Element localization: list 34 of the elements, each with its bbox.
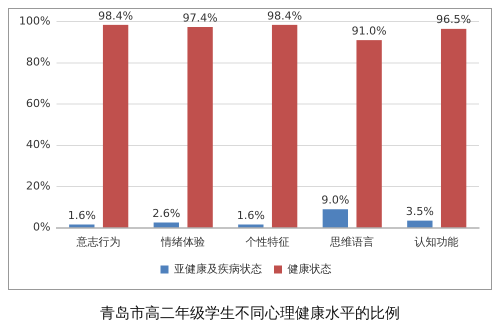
data-label: 96.5%	[436, 13, 472, 26]
x-tick-label: 思维语言	[329, 235, 374, 248]
y-tick-label: 0%	[32, 220, 50, 234]
data-label: 2.6%	[152, 206, 180, 220]
legend-label: 亚健康及疾病状态	[174, 262, 262, 276]
bar	[102, 24, 128, 228]
bar	[238, 224, 264, 228]
data-label: 1.6%	[68, 208, 96, 222]
data-label: 98.4%	[98, 9, 134, 22]
bar	[69, 224, 94, 228]
bar	[272, 24, 298, 228]
data-label: 1.6%	[236, 208, 265, 222]
legend-label: 健康状态	[288, 262, 332, 276]
x-tick-label: 认知功能	[414, 235, 459, 248]
y-tick-label: 40%	[26, 138, 50, 152]
x-tick-label: 个性特征	[246, 235, 290, 248]
y-tick-label: 100%	[18, 14, 50, 28]
bar	[154, 222, 179, 228]
y-tick-label: 80%	[26, 56, 50, 69]
data-label: 3.5%	[406, 204, 434, 218]
data-label: 97.4%	[182, 11, 218, 24]
y-tick-label: 20%	[26, 179, 50, 192]
bar	[187, 26, 213, 228]
data-label: 98.4%	[267, 9, 302, 22]
data-label: 9.0%	[321, 194, 350, 207]
data-label: 91.0%	[352, 24, 387, 38]
bar	[440, 28, 466, 228]
y-tick-label: 60%	[26, 96, 50, 110]
x-tick-label: 情绪体验	[160, 235, 206, 248]
x-tick-label: 意志行为	[76, 235, 121, 248]
text: 青岛市高二年级学生不同心理健康水平的比例	[99, 304, 401, 323]
bar	[322, 209, 348, 228]
bar	[407, 220, 433, 228]
bar	[356, 40, 382, 228]
